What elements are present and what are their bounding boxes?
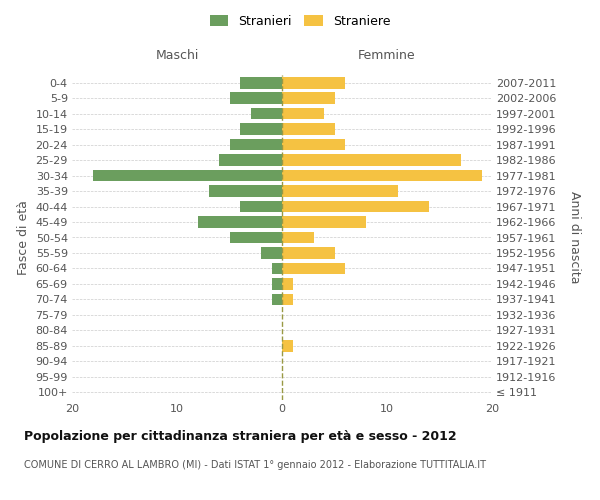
Bar xyxy=(282,278,293,289)
Bar xyxy=(282,170,482,181)
Bar xyxy=(282,200,429,212)
Bar xyxy=(282,108,324,120)
Bar xyxy=(93,170,282,181)
Text: Maschi: Maschi xyxy=(155,50,199,62)
Bar xyxy=(240,200,282,212)
Bar xyxy=(282,124,335,135)
Bar xyxy=(251,108,282,120)
Bar xyxy=(219,154,282,166)
Bar xyxy=(282,294,293,305)
Text: Popolazione per cittadinanza straniera per età e sesso - 2012: Popolazione per cittadinanza straniera p… xyxy=(24,430,457,443)
Bar xyxy=(240,77,282,88)
Bar xyxy=(198,216,282,228)
Bar xyxy=(282,216,366,228)
Legend: Stranieri, Straniere: Stranieri, Straniere xyxy=(206,11,394,32)
Text: COMUNE DI CERRO AL LAMBRO (MI) - Dati ISTAT 1° gennaio 2012 - Elaborazione TUTTI: COMUNE DI CERRO AL LAMBRO (MI) - Dati IS… xyxy=(24,460,486,470)
Bar xyxy=(282,340,293,351)
Bar xyxy=(271,262,282,274)
Bar xyxy=(282,139,345,150)
Bar xyxy=(261,247,282,259)
Bar xyxy=(271,294,282,305)
Bar xyxy=(282,232,314,243)
Bar xyxy=(282,77,345,88)
Bar xyxy=(229,92,282,104)
Bar xyxy=(282,262,345,274)
Bar xyxy=(282,92,335,104)
Bar xyxy=(282,154,461,166)
Bar xyxy=(240,124,282,135)
Text: Femmine: Femmine xyxy=(358,50,416,62)
Bar xyxy=(229,232,282,243)
Y-axis label: Anni di nascita: Anni di nascita xyxy=(568,191,581,284)
Bar xyxy=(271,278,282,289)
Y-axis label: Fasce di età: Fasce di età xyxy=(17,200,30,275)
Bar xyxy=(229,139,282,150)
Bar xyxy=(282,186,398,197)
Bar xyxy=(282,247,335,259)
Bar xyxy=(209,186,282,197)
